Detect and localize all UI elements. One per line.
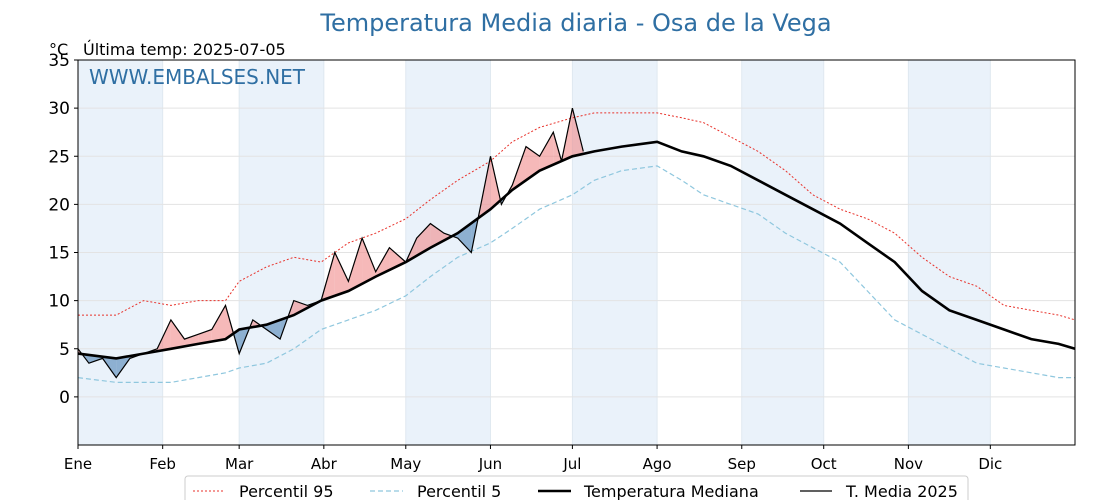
y-tick-label: 10 (48, 292, 70, 312)
y-tick-label: 35 (48, 51, 70, 71)
x-tick-label: Ene (64, 455, 92, 473)
legend-label-p5: Percentil 5 (417, 482, 501, 500)
x-tick-label: Sep (728, 455, 756, 473)
series-line-p5 (77, 165, 1075, 383)
legend-label-median: Temperatura Mediana (583, 482, 759, 500)
x-tick-label: Jul (562, 455, 581, 473)
series-line-p95 (78, 112, 1076, 321)
y-tick-label: 15 (48, 244, 70, 264)
last-temp-label: Última temp: 2025-07-05 (83, 40, 286, 59)
anomaly-above-fill (211, 305, 226, 342)
series-line-median (77, 140, 1076, 360)
chart-title: Temperatura Media diaria - Osa de la Veg… (319, 9, 831, 37)
legend-label-current: T. Media 2025 (845, 482, 958, 500)
axis-ticks: Ene Feb Mar Abr May Jun Jul Ago Sep Oct Nov Dic 0 5 10… (48, 51, 1002, 473)
series-line-current (77, 107, 584, 379)
watermark: WWW.EMBALSES.NET (89, 65, 306, 89)
anomaly-above-fill (416, 223, 431, 256)
legend-label-p95: Percentil 95 (239, 482, 334, 500)
x-tick-label: Feb (149, 455, 176, 473)
x-tick-label: Oct (811, 455, 837, 473)
y-tick-label: 30 (48, 99, 70, 119)
x-tick-label: Mar (225, 455, 254, 473)
y-tick-label: 25 (48, 147, 70, 167)
anomaly-above-fill (198, 329, 212, 344)
anomaly-above-fill (348, 238, 363, 291)
x-tick-label: May (390, 455, 421, 473)
x-tick-label: Jun (478, 455, 502, 473)
x-tick-label: Nov (894, 455, 923, 473)
y-tick-label: 0 (59, 388, 70, 408)
anomaly-above-fill (389, 247, 406, 270)
y-tick-label: 20 (48, 195, 70, 215)
x-tick-label: Dic (978, 455, 1002, 473)
x-tick-label: Abr (311, 455, 338, 473)
anomaly-below-fill (457, 223, 472, 253)
x-tick-label: Ago (643, 455, 672, 473)
anomaly-above-fill (362, 238, 376, 284)
legend: Percentil 95 Percentil 5 Temperatura Med… (184, 475, 969, 500)
y-tick-label: 5 (59, 340, 70, 360)
series-lines (77, 107, 1076, 383)
legend-box (184, 475, 969, 500)
anomaly-above-fill (539, 132, 554, 171)
anomaly-above-fill (170, 319, 185, 349)
unit-label: °C (49, 40, 68, 59)
anomaly-above-fill (334, 252, 349, 296)
